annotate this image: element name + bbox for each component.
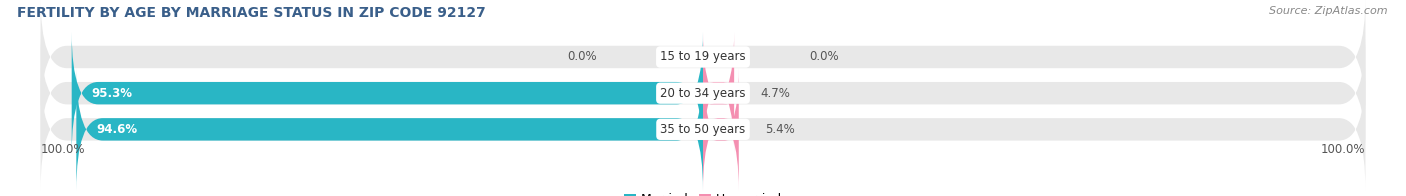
Text: FERTILITY BY AGE BY MARRIAGE STATUS IN ZIP CODE 92127: FERTILITY BY AGE BY MARRIAGE STATUS IN Z… [17,6,485,20]
FancyBboxPatch shape [72,32,703,154]
Legend: Married, Unmarried: Married, Unmarried [619,188,787,196]
Text: 0.0%: 0.0% [808,51,838,64]
FancyBboxPatch shape [41,0,1365,118]
Text: 0.0%: 0.0% [568,51,598,64]
FancyBboxPatch shape [41,32,1365,154]
FancyBboxPatch shape [76,68,703,191]
Text: 35 to 50 years: 35 to 50 years [661,123,745,136]
Text: 4.7%: 4.7% [761,87,790,100]
Text: 100.0%: 100.0% [41,143,84,156]
FancyBboxPatch shape [703,32,734,154]
FancyBboxPatch shape [41,68,1365,191]
Text: 95.3%: 95.3% [91,87,132,100]
FancyBboxPatch shape [703,68,738,191]
Text: 20 to 34 years: 20 to 34 years [661,87,745,100]
Text: 15 to 19 years: 15 to 19 years [661,51,745,64]
Text: 100.0%: 100.0% [1322,143,1365,156]
Text: 5.4%: 5.4% [765,123,794,136]
Text: Source: ZipAtlas.com: Source: ZipAtlas.com [1270,6,1388,16]
Text: 94.6%: 94.6% [96,123,138,136]
